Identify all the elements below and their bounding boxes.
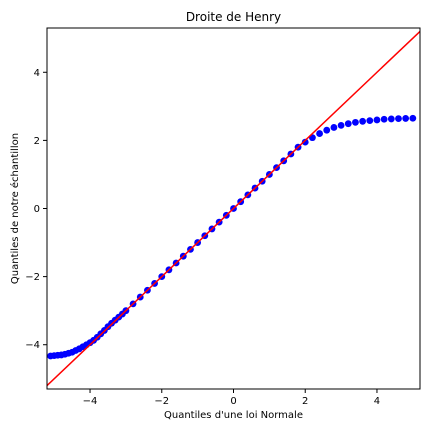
data-point <box>337 122 345 129</box>
data-point <box>380 115 388 123</box>
data-point <box>395 115 402 122</box>
x-tick-label: −2 <box>154 396 169 407</box>
x-tick-label: −4 <box>83 396 98 407</box>
y-tick-label: 2 <box>34 136 40 147</box>
y-tick-label: 0 <box>34 204 40 215</box>
data-point <box>301 138 309 146</box>
y-axis-ticks: −4 −2 0 2 4 <box>25 68 47 351</box>
data-point <box>402 115 410 122</box>
data-point <box>387 115 395 123</box>
x-tick-label: 0 <box>230 396 236 407</box>
x-tick-label: 4 <box>374 396 380 407</box>
data-point <box>316 130 323 137</box>
x-axis-label: Quantiles d'une loi Normale <box>164 410 303 421</box>
data-point <box>373 116 381 124</box>
y-tick-label: −4 <box>25 340 40 351</box>
data-point <box>366 117 374 125</box>
x-tick-label: 2 <box>302 396 308 407</box>
reference-line <box>47 30 420 387</box>
y-tick-label: −2 <box>25 272 40 283</box>
chart-title: Droite de Henry <box>186 10 281 24</box>
x-axis-ticks: −4 −2 0 2 4 <box>83 389 380 407</box>
y-axis-label: Quantiles de notre échantillon <box>9 133 21 284</box>
data-point <box>352 118 359 126</box>
data-point <box>344 120 352 128</box>
data-point <box>409 114 417 122</box>
y-tick-label: 4 <box>34 68 40 79</box>
data-point <box>330 124 338 131</box>
data-point <box>323 126 331 134</box>
data-point <box>359 117 367 125</box>
